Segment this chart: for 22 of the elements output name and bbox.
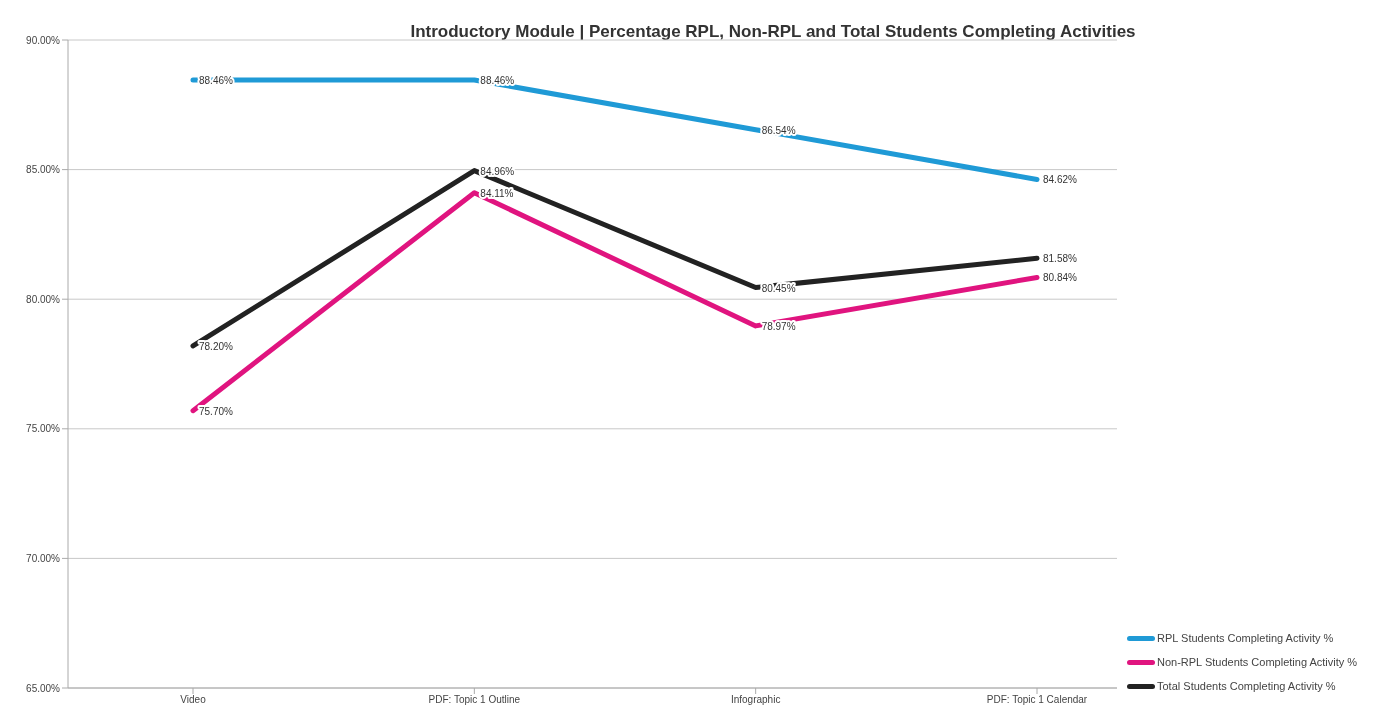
y-tick-label: 90.00%	[26, 34, 61, 46]
y-tick-label: 80.00%	[26, 293, 61, 305]
data-label: 84.62%	[1043, 174, 1078, 186]
chart-title: Introductory Module | Percentage RPL, Non-RPL and Total Students Completing Activities	[409, 22, 1137, 42]
data-label: 78.97%	[761, 320, 796, 332]
y-tick-label: 65.00%	[26, 682, 61, 694]
x-tick-label: PDF: Topic 1 Calendar	[986, 694, 1088, 706]
data-label: 78.20%	[199, 340, 234, 352]
x-tick-label: Video	[180, 694, 207, 706]
y-tick-label: 75.00%	[26, 423, 61, 435]
data-label: 80.84%	[1043, 272, 1078, 284]
x-tick-label: Infographic	[730, 694, 781, 706]
legend-label: RPL Students Completing Activity %	[1157, 632, 1334, 644]
data-label: 84.11%	[480, 187, 514, 199]
y-tick-label: 70.00%	[26, 552, 61, 564]
data-label: 81.58%	[1043, 253, 1078, 265]
x-tick-label: PDF: Topic 1 Outline	[428, 694, 521, 706]
y-tick-label: 85.00%	[26, 164, 61, 176]
data-label: 84.96%	[480, 165, 515, 177]
legend-label: Non-RPL Students Completing Activity %	[1157, 656, 1358, 668]
legend-label: Total Students Completing Activity %	[1157, 680, 1336, 692]
data-label: 75.70%	[199, 405, 234, 417]
